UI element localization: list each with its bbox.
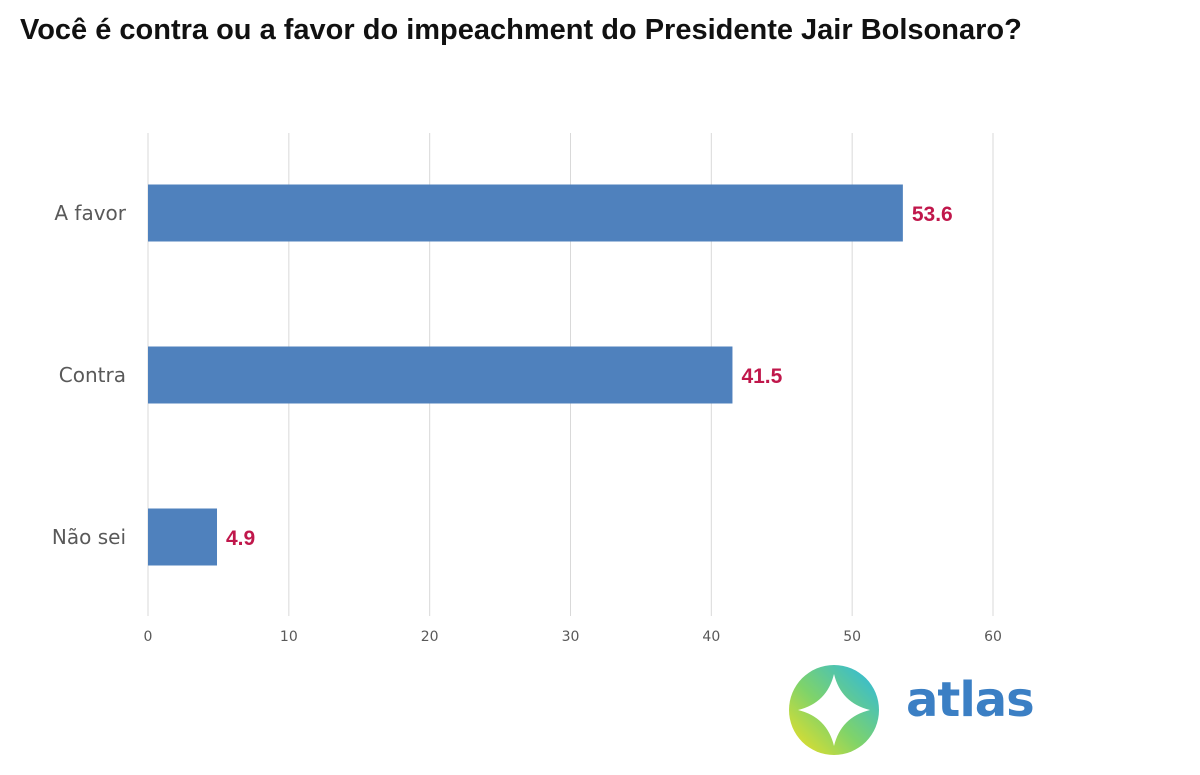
x-tick-label: 40 xyxy=(702,629,720,645)
x-tick-labels: 0 10 20 30 40 50 60 xyxy=(144,629,1002,645)
bar xyxy=(148,508,218,566)
x-tick-label: 30 xyxy=(562,629,580,645)
chart-title: Você é contra ou a favor do impeachment … xyxy=(20,14,1022,46)
value-labels: 53.6 41.5 4.9 xyxy=(226,203,953,550)
bar-value-label: 53.6 xyxy=(912,203,953,226)
bar xyxy=(148,346,733,404)
bar xyxy=(148,184,903,242)
brand-logo: atlas xyxy=(788,660,1035,760)
x-tick-label: 50 xyxy=(843,629,861,645)
category-label: Contra xyxy=(59,363,126,387)
x-tick-label: 10 xyxy=(280,629,298,645)
bars xyxy=(148,184,903,566)
bar-value-label: 4.9 xyxy=(226,527,255,550)
category-label: Não sei xyxy=(52,525,126,549)
atlas-compass-logo-icon xyxy=(789,665,879,755)
x-tick-label: 0 xyxy=(144,629,153,645)
x-tick-label: 60 xyxy=(984,629,1002,645)
category-label: A favor xyxy=(54,201,126,225)
brand-wordmark: atlas xyxy=(906,672,1035,728)
bar-value-label: 41.5 xyxy=(741,365,782,388)
x-tick-label: 20 xyxy=(421,629,439,645)
category-labels: A favor Contra Não sei xyxy=(52,201,127,549)
